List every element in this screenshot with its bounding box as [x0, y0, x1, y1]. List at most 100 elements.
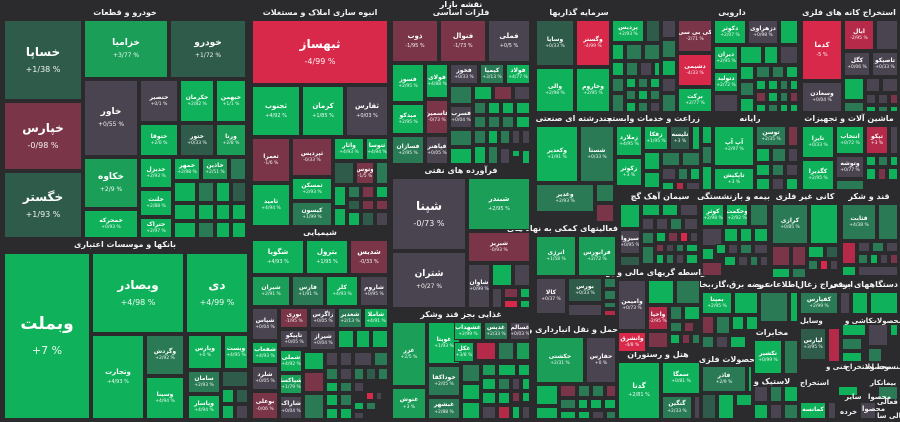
stock-tile[interactable]: وتوس -1/5 % — [356, 162, 374, 184]
stock-tile[interactable]: تاصیکو +0/33 % — [872, 52, 898, 76]
stock-tile[interactable] — [646, 20, 660, 42]
stock-tile[interactable] — [746, 316, 758, 330]
stock-tile[interactable] — [692, 334, 700, 344]
stock-tile[interactable] — [174, 222, 196, 238]
stock-tile[interactable]: کدما -5 % — [802, 20, 842, 80]
stock-tile[interactable] — [604, 302, 616, 308]
stock-tile[interactable] — [482, 392, 496, 404]
stock-tile[interactable] — [626, 44, 642, 60]
stock-tile[interactable]: کوثر +2/98 % — [702, 204, 724, 226]
stock-tile[interactable] — [756, 92, 766, 102]
stock-tile[interactable] — [716, 316, 730, 334]
stock-tile[interactable] — [790, 92, 798, 102]
stock-tile[interactable] — [784, 386, 798, 402]
stock-tile[interactable] — [656, 232, 666, 242]
stock-tile[interactable]: تکشیر +0/99 % — [754, 340, 782, 374]
stock-tile[interactable] — [482, 364, 496, 376]
stock-tile[interactable] — [604, 310, 616, 316]
stock-tile[interactable]: زفکا +1/95 % — [644, 126, 668, 150]
stock-tile[interactable] — [760, 292, 788, 322]
stock-tile[interactable] — [578, 385, 590, 397]
stock-tile[interactable] — [592, 411, 604, 419]
stock-tile[interactable] — [376, 162, 388, 184]
stock-tile[interactable] — [340, 352, 352, 366]
stock-tile[interactable]: خساپا +1/38 % — [4, 20, 82, 100]
stock-tile[interactable] — [676, 244, 684, 252]
stock-tile[interactable] — [620, 256, 640, 266]
stock-tile[interactable]: شیراز +0/04 % — [310, 330, 336, 350]
stock-tile[interactable]: حفارس +0 % — [586, 337, 616, 383]
stock-tile[interactable]: ثعمرا -1/6 % — [252, 138, 290, 182]
stock-tile[interactable] — [772, 164, 784, 176]
stock-tile[interactable] — [514, 264, 530, 286]
stock-tile[interactable] — [676, 254, 684, 264]
stock-tile[interactable]: حکشتی +2/31 % — [536, 337, 584, 383]
stock-tile[interactable] — [504, 300, 518, 308]
stock-tile[interactable] — [642, 218, 654, 230]
stock-tile[interactable]: دی +4/99 % — [186, 253, 248, 333]
stock-tile[interactable] — [606, 411, 616, 419]
stock-tile[interactable] — [866, 106, 876, 112]
stock-tile[interactable] — [754, 386, 768, 402]
stock-tile[interactable] — [648, 280, 674, 304]
stock-tile[interactable]: ذوب -1/95 % — [392, 20, 438, 62]
stock-tile[interactable] — [680, 232, 688, 242]
stock-tile[interactable] — [474, 86, 492, 100]
stock-tile[interactable]: گدنا +2/81 % — [618, 362, 660, 419]
stock-tile[interactable]: وخاروم +2/95 % — [576, 68, 610, 112]
stock-tile[interactable] — [756, 104, 766, 112]
stock-tile[interactable] — [354, 352, 372, 366]
stock-tile[interactable] — [702, 336, 714, 348]
stock-tile[interactable] — [450, 86, 472, 104]
stock-tile[interactable]: فولاد +4/77 % — [506, 64, 530, 84]
stock-tile[interactable]: شپاس +0/04 % — [252, 308, 278, 340]
stock-tile[interactable]: شاوان +0/99 % — [468, 264, 490, 308]
stock-tile[interactable]: فاذر +2/9 % — [702, 366, 746, 392]
stock-tile[interactable]: زاگرس +0/05 % — [310, 308, 336, 328]
stock-tile[interactable] — [754, 228, 768, 242]
stock-tile[interactable]: فرابورس +2/72 % — [578, 236, 616, 276]
stock-tile[interactable] — [488, 102, 500, 114]
stock-tile[interactable]: وامیمن +0/73 % — [618, 280, 646, 330]
stock-tile[interactable] — [878, 106, 888, 112]
stock-tile[interactable]: کمانسه — [800, 402, 826, 419]
stock-tile[interactable]: شاراک +0/04 % — [280, 396, 302, 419]
stock-tile[interactable]: دیران +2/95 % — [714, 46, 738, 70]
stock-tile[interactable] — [604, 278, 616, 288]
stock-tile[interactable] — [236, 389, 248, 403]
stock-tile[interactable]: والی +2/98 % — [536, 68, 574, 112]
stock-tile[interactable] — [792, 246, 806, 266]
stock-tile[interactable] — [362, 186, 374, 198]
stock-tile[interactable] — [482, 406, 496, 419]
stock-tile[interactable] — [882, 78, 898, 92]
stock-tile[interactable] — [702, 228, 722, 246]
stock-tile[interactable]: ثمسکن +2/93 % — [292, 178, 332, 200]
stock-tile[interactable]: غشهداب +2/99 % — [454, 322, 482, 340]
stock-tile[interactable]: کیسون +1/99 % — [292, 202, 332, 226]
stock-tile[interactable] — [656, 254, 664, 264]
stock-tile[interactable] — [590, 399, 602, 409]
stock-tile[interactable] — [702, 146, 712, 164]
stock-tile[interactable] — [516, 102, 530, 114]
stock-tile[interactable]: شلرد +0/05 % — [252, 366, 278, 390]
stock-tile[interactable]: شگویا +4/93 % — [252, 240, 304, 274]
stock-tile[interactable] — [650, 90, 660, 100]
stock-tile[interactable] — [890, 126, 898, 154]
stock-tile[interactable] — [450, 148, 472, 164]
stock-tile[interactable] — [536, 407, 558, 419]
stock-tile[interactable] — [656, 244, 664, 252]
stock-tile[interactable] — [304, 372, 324, 392]
stock-tile[interactable]: فسرب +0/04 % — [450, 106, 472, 128]
stock-tile[interactable] — [578, 411, 590, 419]
stock-tile[interactable] — [740, 82, 754, 96]
stock-tile[interactable] — [366, 402, 376, 410]
stock-tile[interactable] — [626, 78, 636, 88]
stock-tile[interactable] — [644, 172, 660, 188]
stock-tile[interactable]: تاپیکو +0/05 % — [280, 330, 308, 348]
stock-tile[interactable] — [780, 104, 788, 112]
stock-tile[interactable]: ثبهساز -4/99 % — [252, 20, 388, 84]
stock-tile[interactable] — [680, 204, 698, 216]
stock-tile[interactable]: ویست +4/95 % — [224, 335, 248, 369]
stock-tile[interactable] — [560, 385, 576, 397]
stock-tile[interactable]: خکرمان +2/82 % — [180, 80, 214, 122]
